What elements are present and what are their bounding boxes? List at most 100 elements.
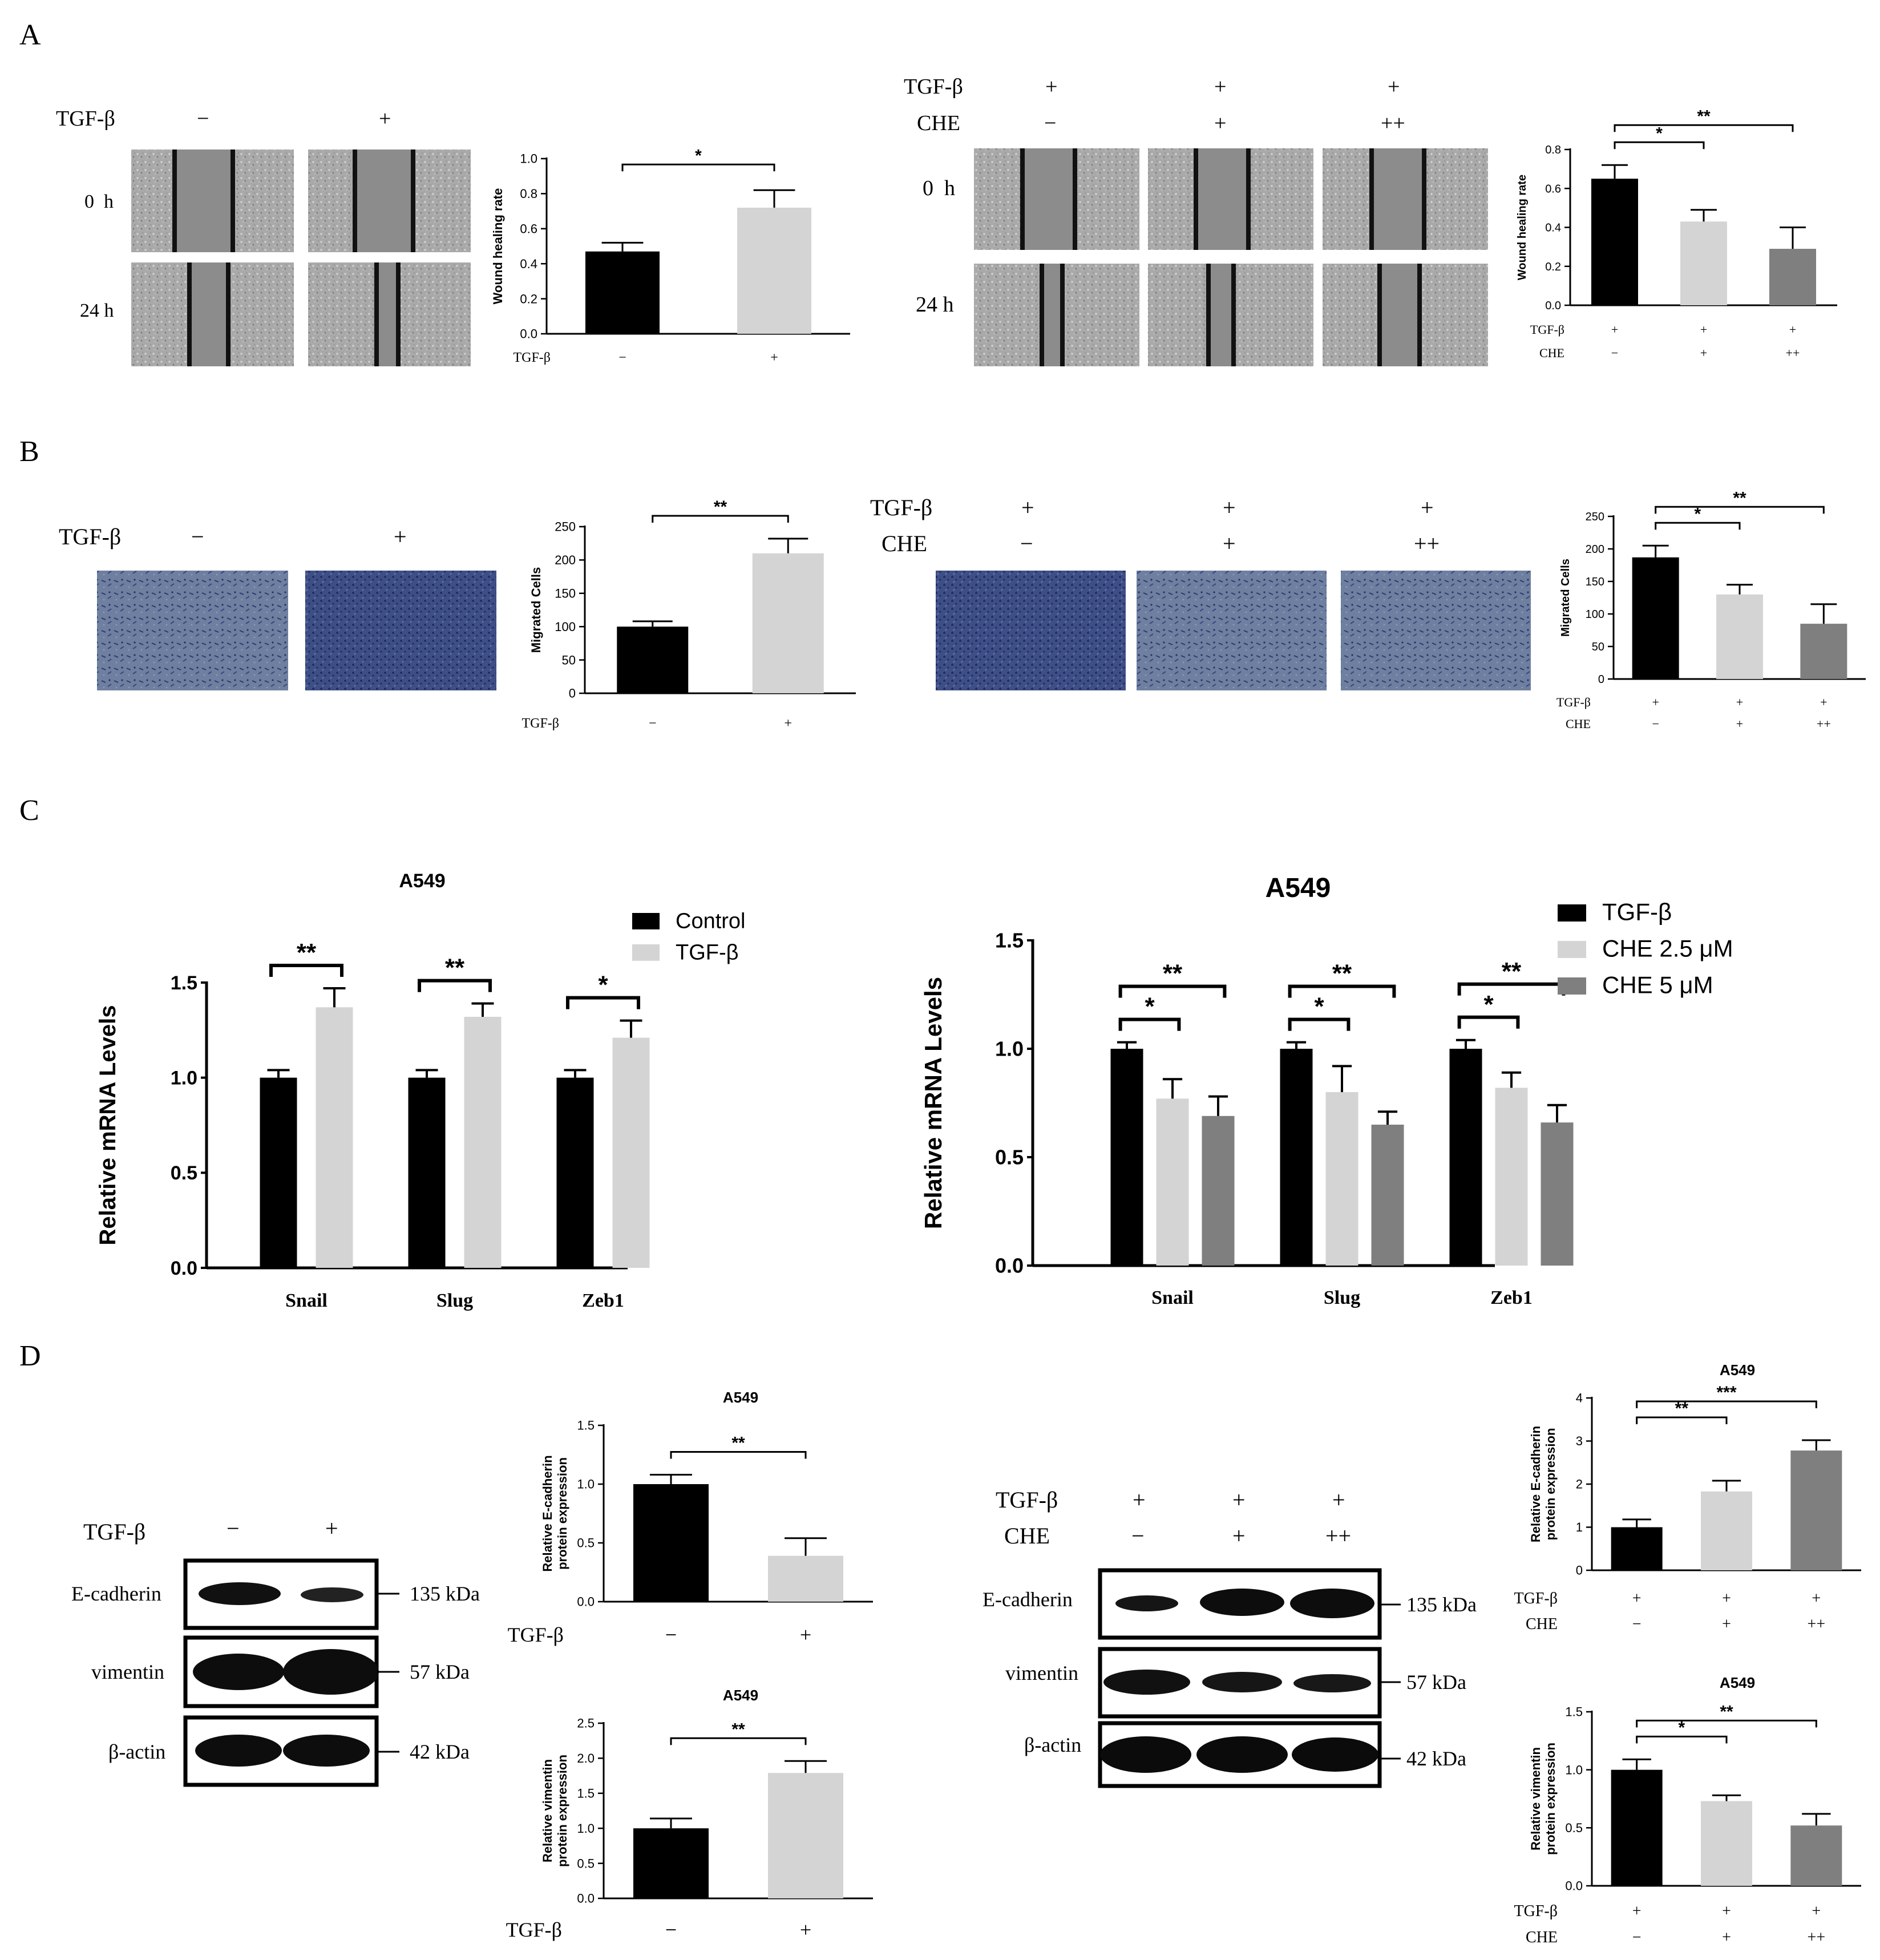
y-tick-label: 150 <box>555 587 576 601</box>
panel-letter-d: D <box>19 1340 41 1372</box>
treatment-sign: + <box>1133 1487 1146 1513</box>
bar <box>1611 1527 1663 1570</box>
y-tick-label: 0.0 <box>520 327 537 341</box>
category-label: Snail <box>1151 1287 1194 1308</box>
significance-bracket <box>1614 141 1705 149</box>
y-tick-label: 0.0 <box>1565 1879 1583 1893</box>
y-tick-label: 0 <box>569 686 576 701</box>
significance-bracket <box>566 996 640 1009</box>
wound-images-left: TGF-β − + 0 h 24 h <box>56 107 471 366</box>
blot-size-label: 57 kDa <box>1406 1671 1466 1694</box>
significance-label: ** <box>714 498 727 516</box>
condition-row-label: TGF-β <box>1556 695 1591 709</box>
treatment-sign: ++ <box>1381 111 1405 135</box>
bar <box>1790 1825 1842 1886</box>
significance-bracket <box>1457 982 1566 996</box>
y-tick-label: 0 <box>1598 673 1604 686</box>
condition-sign: − <box>649 716 657 731</box>
y-tick-label: 250 <box>1586 511 1604 523</box>
y-axis-label: protein expression <box>555 1457 569 1570</box>
y-tick-label: 1.0 <box>577 1477 595 1492</box>
significance-bracket <box>1636 1719 1817 1728</box>
category-label: Snail <box>285 1290 328 1311</box>
bar <box>316 1007 353 1268</box>
y-tick-label: 0.0 <box>577 1595 595 1609</box>
chart-title: A549 <box>399 870 445 892</box>
significance-label: *** <box>1716 1383 1736 1402</box>
condition-row-label: TGF-β <box>508 1623 564 1646</box>
y-tick-label: 100 <box>1586 608 1604 621</box>
y-tick-label: 3 <box>1576 1434 1583 1448</box>
condition-sign: + <box>1812 1590 1821 1607</box>
blot-marker-label: E-cadherin <box>983 1588 1073 1611</box>
y-tick-label: 1.5 <box>1565 1705 1583 1719</box>
blot-marker-label: vimentin <box>1005 1662 1078 1684</box>
blot-marker-label: β-actin <box>1024 1733 1081 1756</box>
legend-swatch <box>632 944 660 961</box>
y-tick-label: 0.4 <box>520 257 537 271</box>
y-tick-label: 1.5 <box>577 1419 595 1433</box>
transwell-image <box>97 571 288 690</box>
y-tick-label: 1.0 <box>520 152 537 166</box>
blot-size-label: 42 kDa <box>410 1740 470 1763</box>
significance-label: ** <box>1733 488 1746 507</box>
y-tick-label: 0 <box>1576 1563 1583 1578</box>
y-tick-label: 0.5 <box>171 1162 197 1184</box>
transwell-image <box>305 571 496 690</box>
condition-sign: + <box>1820 695 1827 709</box>
blot-size-label: 135 kDa <box>410 1582 480 1605</box>
y-axis-label: Relative vimentin <box>1529 1747 1543 1850</box>
significance-label: ** <box>1720 1702 1733 1721</box>
wound-images-right: TGF-β CHE + + + − + ++ 0 h 24 h <box>904 75 1488 366</box>
y-tick-label: 1.5 <box>577 1787 595 1801</box>
treatment-sign: − <box>197 107 209 131</box>
treatment-sign: − <box>227 1516 240 1541</box>
significance-label: ** <box>731 1434 745 1453</box>
condition-row-label: TGF-β <box>1514 1902 1558 1920</box>
micrograph <box>308 262 471 366</box>
y-tick-label: 0.5 <box>1565 1821 1583 1835</box>
chart-ecadherin-che: 0 1 2 3 4 Relative E-cadherin protein expressi… <box>1514 1361 1861 1633</box>
bar <box>612 1037 650 1268</box>
bar <box>737 207 811 334</box>
treatment-sign: − <box>191 524 204 549</box>
treatment-sign: + <box>379 107 391 131</box>
bar <box>1769 249 1816 305</box>
legend-entry: TGF-β <box>1602 899 1672 926</box>
time-label: 0 h <box>923 176 955 200</box>
condition-sign: − <box>665 1918 677 1941</box>
condition-sign: + <box>800 1623 811 1646</box>
category-label: Slug <box>1324 1287 1360 1308</box>
condition-sign: + <box>1736 695 1743 709</box>
blot-row: vimentin 57 kDa <box>91 1635 470 1708</box>
significance-bracket <box>1288 984 1396 998</box>
treatment-sign: + <box>1021 495 1034 520</box>
legend-swatch <box>1558 977 1586 995</box>
treatment-sign: + <box>1223 495 1236 520</box>
bar <box>1800 624 1847 679</box>
significance-label: ** <box>445 954 465 982</box>
micrograph <box>131 149 294 252</box>
y-axis-label: protein expression <box>1543 1743 1558 1855</box>
significance-bracket <box>1118 1017 1181 1031</box>
micrograph <box>131 262 294 366</box>
significance-label: * <box>1483 991 1494 1019</box>
bar <box>556 1077 594 1268</box>
condition-row-label: CHE <box>1566 717 1591 731</box>
y-tick-label: 200 <box>1586 543 1604 556</box>
condition-sign: − <box>618 350 626 365</box>
chart-mrna-che: 0.0 0.5 1.0 1.5 Relative mRNA Levels A549 Snai… <box>920 873 1733 1308</box>
significance-label: ** <box>731 1720 745 1739</box>
bar <box>768 1773 843 1898</box>
y-tick-label: 0.6 <box>520 222 537 236</box>
y-axis-label: Relative mRNA Levels <box>95 1005 120 1246</box>
y-tick-label: 0.2 <box>520 292 537 306</box>
bar <box>408 1077 446 1268</box>
significance-label: * <box>1145 993 1155 1021</box>
category-label: Zeb1 <box>582 1290 624 1311</box>
y-tick-label: 4 <box>1576 1391 1583 1405</box>
significance-label: * <box>695 146 702 165</box>
condition-sign: + <box>1700 346 1707 360</box>
y-tick-label: 2.5 <box>577 1716 595 1731</box>
category-label: Zeb1 <box>1490 1287 1533 1308</box>
